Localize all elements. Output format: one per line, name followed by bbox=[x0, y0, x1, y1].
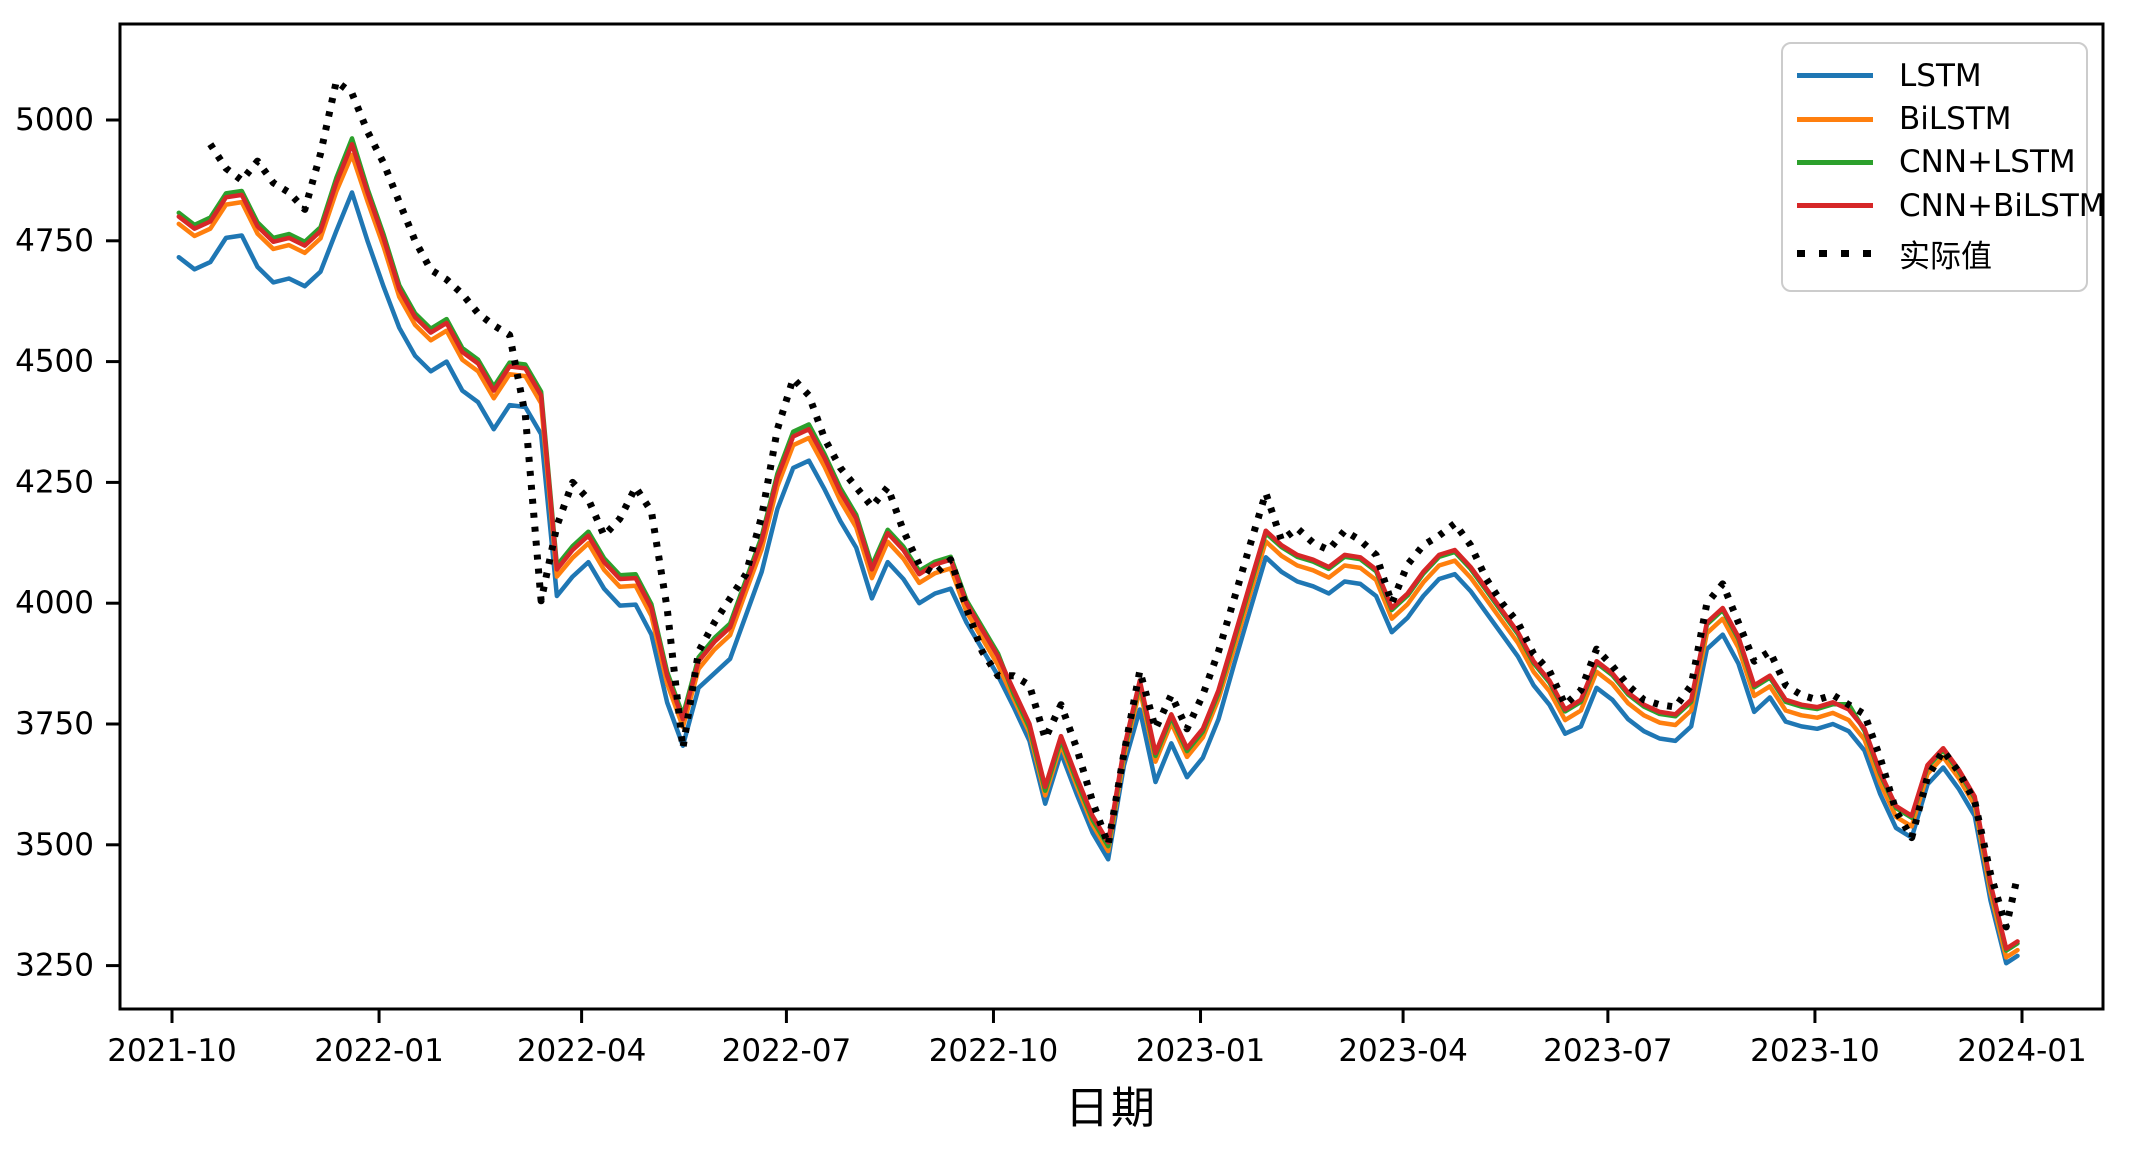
x-tick-label: 2022-10 bbox=[929, 1033, 1059, 1069]
x-tick-label: 2022-01 bbox=[314, 1033, 444, 1069]
legend-entry-cnn-lstm: CNN+LSTM bbox=[1797, 144, 2086, 180]
legend-entry-actual: 实际值 bbox=[1797, 231, 2086, 276]
y-tick-label: 4750 bbox=[15, 223, 94, 259]
plot-frame bbox=[118, 22, 2105, 1011]
x-axis-title: 日期 bbox=[1065, 1083, 1157, 1134]
y-tick-label: 3750 bbox=[15, 706, 94, 742]
y-tick-label: 4250 bbox=[15, 464, 94, 500]
x-tick-label: 2023-07 bbox=[1543, 1033, 1673, 1069]
y-tick-label: 4000 bbox=[15, 585, 94, 621]
legend-label-lstm: LSTM bbox=[1899, 57, 1982, 94]
lstm-line-swatch-icon bbox=[1797, 73, 1873, 79]
x-tick-label: 2023-04 bbox=[1338, 1033, 1468, 1069]
series-line-3 bbox=[176, 141, 2020, 951]
actual-dotted-swatch-icon bbox=[1797, 250, 1873, 258]
y-tick-label: 3250 bbox=[15, 948, 94, 984]
x-tick-label: 2021-10 bbox=[107, 1033, 237, 1069]
legend-label-actual: 实际值 bbox=[1899, 239, 1992, 276]
series-line-1 bbox=[176, 152, 2020, 960]
y-tick-label: 5000 bbox=[15, 102, 94, 138]
x-tick-label: 2022-04 bbox=[517, 1033, 647, 1069]
legend-entry-cnn-bilstm: CNN+BiLSTM bbox=[1797, 188, 2106, 224]
series-line-4 bbox=[207, 77, 2021, 931]
legend-label-bilstm: BiLSTM bbox=[1899, 101, 2012, 138]
bilstm-line-swatch-icon bbox=[1797, 116, 1873, 122]
y-tick-label: 4500 bbox=[15, 344, 94, 380]
legend: LSTM BiLSTM CNN+LSTM CNN+BiLSTM 实际值 bbox=[1781, 42, 2106, 292]
x-tick-label: 2022-07 bbox=[722, 1033, 852, 1069]
cnn-lstm-line-swatch-icon bbox=[1797, 159, 1873, 165]
series-line-0 bbox=[176, 190, 2020, 966]
legend-entry-bilstm: BiLSTM bbox=[1797, 101, 2086, 137]
x-tick-label: 2024-01 bbox=[1957, 1033, 2087, 1069]
legend-entry-lstm: LSTM bbox=[1797, 58, 2086, 94]
x-tick-label: 2023-10 bbox=[1750, 1033, 1880, 1069]
y-tick-label: 3500 bbox=[15, 827, 94, 863]
legend-label-cnn-bilstm: CNN+BiLSTM bbox=[1899, 187, 2106, 224]
legend-label-cnn-lstm: CNN+LSTM bbox=[1899, 144, 2076, 181]
cnn-bilstm-line-swatch-icon bbox=[1797, 203, 1873, 209]
x-tick-label: 2023-01 bbox=[1136, 1033, 1266, 1069]
